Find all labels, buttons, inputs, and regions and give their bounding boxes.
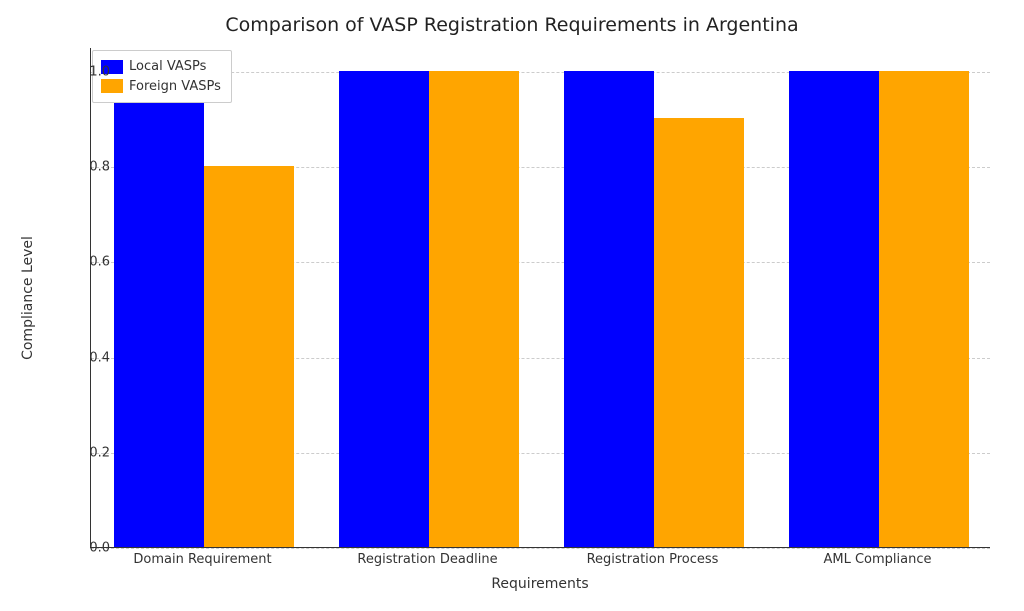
bar [204,166,294,547]
bar [879,71,969,547]
chart-container: Comparison of VASP Registration Requirem… [0,0,1024,611]
x-axis-label: Requirements [491,576,588,592]
gridline [91,548,990,549]
x-tick-label: Domain Requirement [133,552,271,567]
y-tick-label: 0.6 [80,255,110,270]
y-axis-label: Compliance Level [20,236,36,360]
legend-item-local: Local VASPs [101,57,221,77]
bar [339,71,429,547]
x-tick-label: Registration Deadline [357,552,497,567]
plot-area [90,48,990,548]
legend-item-foreign: Foreign VASPs [101,77,221,97]
y-tick-label: 0.0 [80,541,110,556]
bar [564,71,654,547]
y-tick-label: 1.0 [80,64,110,79]
y-tick-label: 0.8 [80,160,110,175]
x-tick-label: AML Compliance [823,552,931,567]
y-tick-label: 0.2 [80,445,110,460]
chart-title: Comparison of VASP Registration Requirem… [0,14,1024,36]
bar [654,118,744,547]
x-tick-label: Registration Process [587,552,719,567]
legend: Local VASPs Foreign VASPs [92,50,232,103]
legend-label-foreign: Foreign VASPs [129,77,221,97]
legend-swatch-foreign [101,79,123,93]
legend-label-local: Local VASPs [129,57,206,77]
bar [114,71,204,547]
bar [789,71,879,547]
bar [429,71,519,547]
y-tick-label: 0.4 [80,350,110,365]
